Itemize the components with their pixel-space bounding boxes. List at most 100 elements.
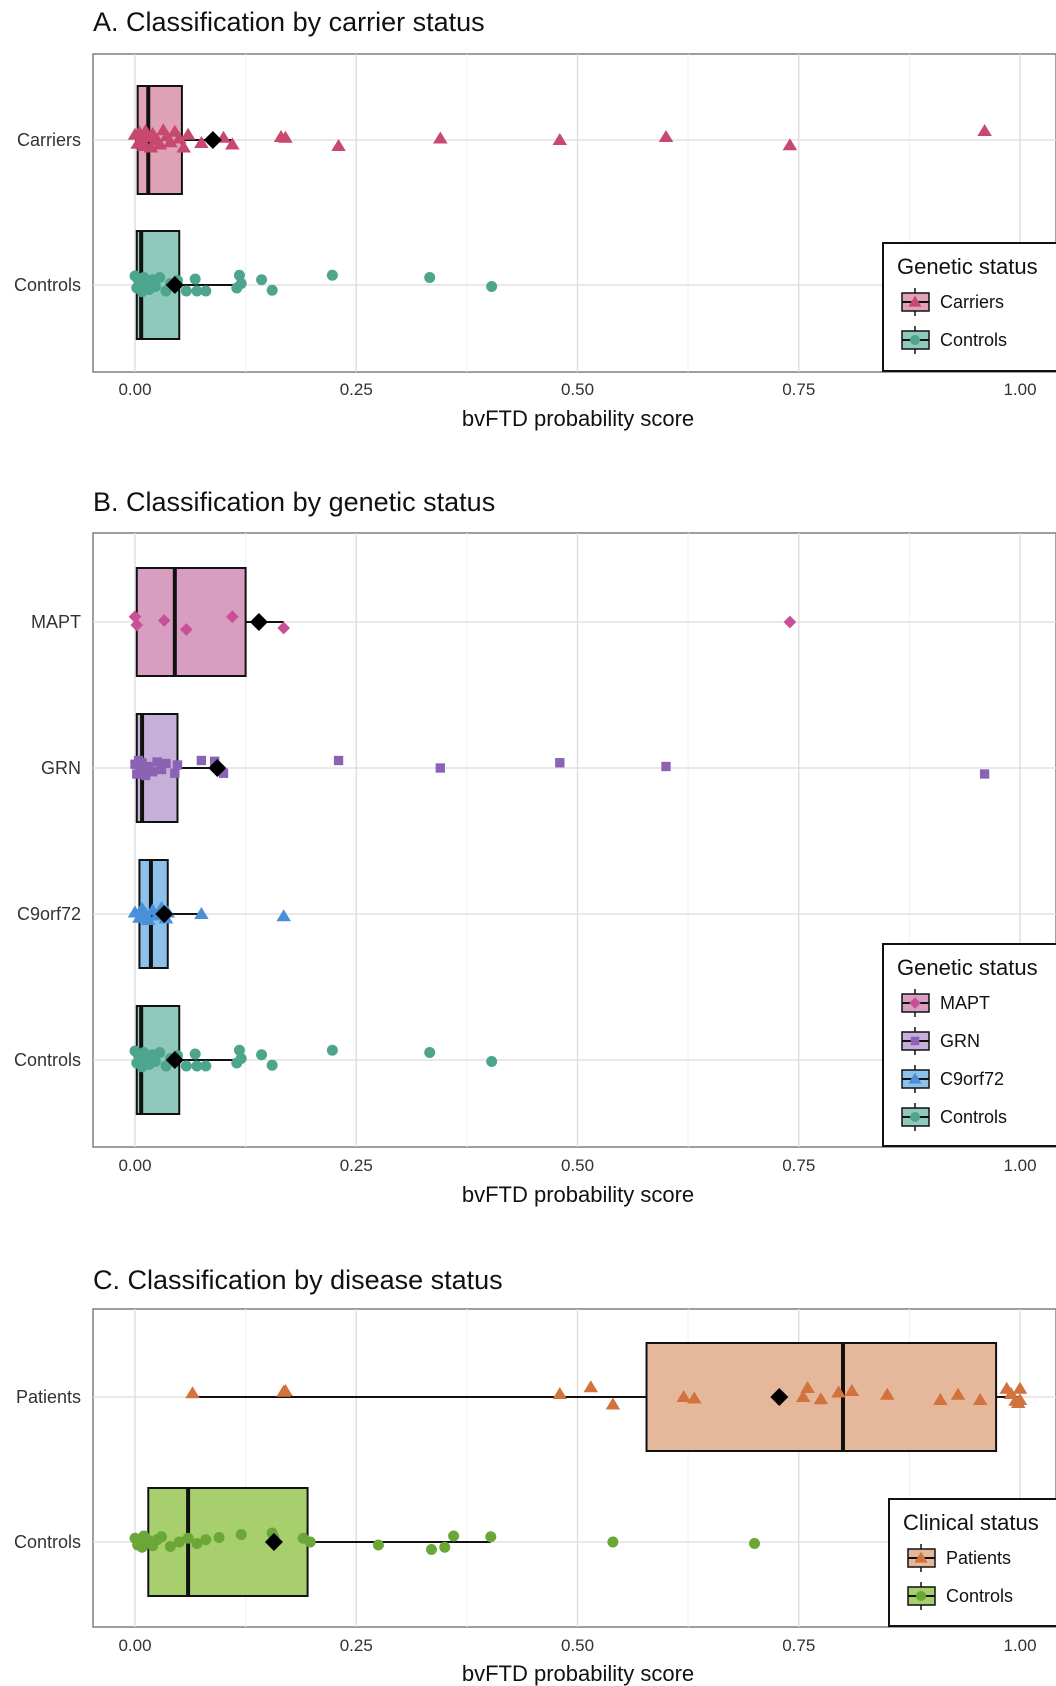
data-point	[176, 140, 191, 153]
y-tick-labels: Carriers Controls	[14, 130, 81, 295]
data-point	[132, 910, 147, 923]
data-point	[233, 269, 245, 281]
legend: Clinical status Patients Controls	[888, 1498, 1056, 1627]
legend-item-label: MAPT	[940, 993, 990, 1013]
data-point	[676, 1390, 691, 1403]
data-point	[213, 1532, 225, 1543]
data-point	[148, 767, 158, 777]
data-point	[831, 1385, 846, 1398]
data-point	[200, 1060, 212, 1072]
mean-marker	[264, 1533, 283, 1551]
legend-item-label: Controls	[946, 1586, 1013, 1606]
data-point	[448, 1530, 460, 1542]
data-point	[485, 1531, 497, 1543]
data-point	[844, 1384, 860, 1397]
data-point	[326, 269, 338, 281]
data-point	[256, 274, 268, 286]
data-point	[141, 913, 156, 926]
data-point	[226, 610, 239, 624]
y-tick-labels: MAPT GRN C9orf72 Controls	[14, 612, 81, 1070]
data-point	[782, 138, 798, 151]
y-tick-labels: Patients Controls	[14, 1387, 81, 1552]
legend-title: Clinical status	[903, 1510, 1039, 1535]
x-tick-label: 1.00	[1003, 1636, 1036, 1655]
y-tick-label: Patients	[16, 1387, 81, 1407]
data-point	[333, 755, 344, 766]
data-point	[149, 281, 161, 292]
data-point	[218, 768, 229, 778]
mean-marker	[770, 1388, 789, 1406]
data-point	[1012, 1393, 1028, 1406]
panel-title: C. Classification by disease status	[93, 1265, 503, 1295]
data-point	[128, 610, 142, 624]
data-point	[278, 1384, 293, 1397]
x-tick-label: 0.50	[561, 1636, 594, 1655]
data-point	[143, 761, 153, 772]
data-point	[164, 1541, 176, 1552]
data-point	[372, 1539, 384, 1551]
y-tick-label: Controls	[14, 1532, 81, 1552]
data-point	[191, 1060, 203, 1072]
mean-marker	[155, 905, 174, 923]
data-point	[687, 1391, 702, 1404]
data-point	[225, 137, 240, 150]
x-tick-label: 0.00	[118, 1636, 151, 1655]
data-point	[185, 1386, 200, 1399]
data-point	[163, 135, 178, 148]
data-point	[256, 1049, 268, 1061]
data-point	[196, 755, 207, 766]
data-point	[180, 127, 196, 140]
data-point	[605, 1397, 621, 1410]
data-point	[194, 136, 209, 149]
jittered-points	[129, 1380, 1028, 1555]
data-point	[189, 1048, 201, 1060]
data-point	[277, 621, 291, 635]
data-point	[235, 1053, 247, 1064]
data-point	[137, 758, 147, 768]
legend-item-label: Carriers	[940, 292, 1004, 312]
data-point	[200, 285, 212, 297]
data-point	[813, 1392, 829, 1405]
data-point	[658, 130, 674, 143]
data-point	[182, 1532, 194, 1544]
x-tick-labels: 0.00 0.25 0.50 0.75 1.00	[118, 1636, 1036, 1655]
x-axis-label: bvFTD probability score	[462, 1661, 694, 1686]
x-tick-labels: 0.00 0.25 0.50 0.75 1.00	[118, 1156, 1036, 1175]
data-point	[161, 758, 171, 769]
data-point	[149, 1056, 161, 1067]
y-tick-label: GRN	[41, 758, 81, 778]
data-point	[266, 1059, 278, 1071]
x-tick-label: 0.75	[782, 1156, 815, 1175]
data-point	[424, 1047, 436, 1058]
panel-carrier-status: A. Classification by carrier status 0.00…	[14, 7, 1056, 431]
data-point	[154, 1047, 166, 1058]
data-point	[180, 623, 193, 636]
data-point	[486, 1056, 498, 1067]
legend-item-label: GRN	[940, 1031, 980, 1051]
data-point	[331, 139, 346, 152]
data-point	[130, 618, 144, 632]
data-point	[152, 757, 162, 767]
data-point	[189, 273, 201, 285]
legend-key-marker	[908, 295, 922, 307]
data-point	[424, 272, 436, 283]
legend-title: Genetic status	[897, 254, 1038, 279]
data-point	[433, 131, 448, 144]
legend-item-label: Patients	[946, 1548, 1011, 1568]
data-point	[552, 133, 568, 146]
data-point	[156, 764, 167, 775]
legend-key-marker	[909, 997, 921, 1009]
data-point	[140, 770, 151, 781]
data-point	[979, 769, 990, 779]
x-tick-label: 0.00	[118, 380, 151, 399]
x-axis-label: bvFTD probability score	[462, 406, 694, 431]
x-axis-label: bvFTD probability score	[462, 1182, 694, 1207]
legend-key-marker	[910, 1036, 920, 1046]
data-point	[191, 285, 203, 297]
panel-genetic-status: B. Classification by genetic status 0.00…	[14, 487, 1056, 1207]
x-tick-label: 0.25	[340, 1156, 373, 1175]
data-point	[156, 1531, 168, 1543]
data-point	[209, 756, 220, 766]
legend-key-marker	[914, 1551, 928, 1563]
